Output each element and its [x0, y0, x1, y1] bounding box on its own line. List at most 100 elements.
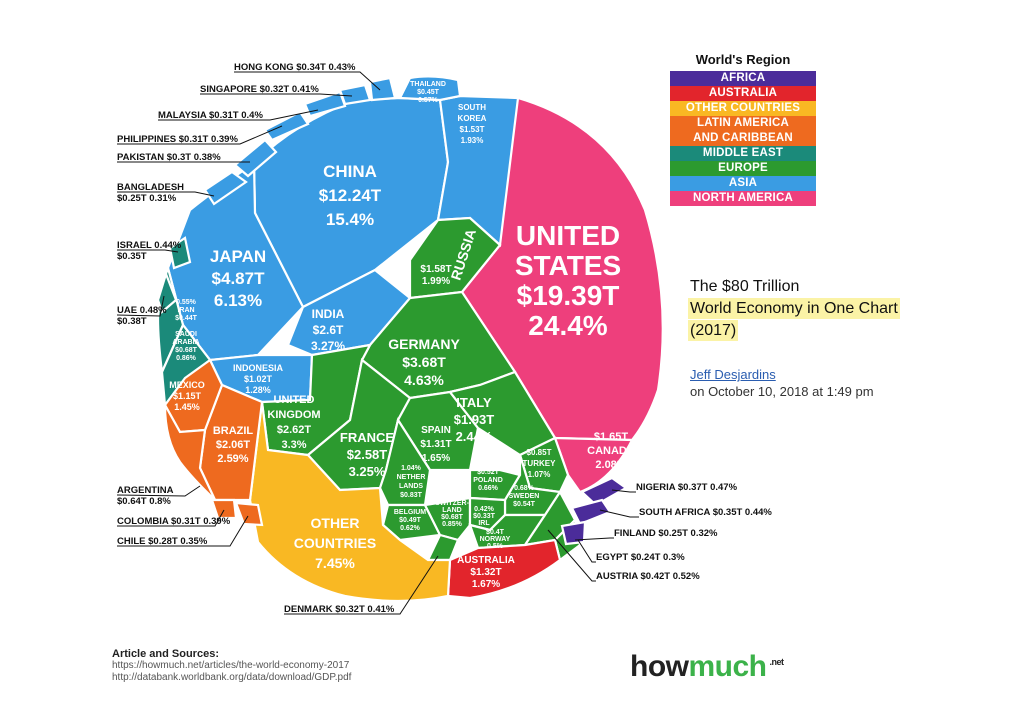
chart-subtitle: World Economy in One Chart [690, 300, 898, 317]
cell-label-uk: UNITED [274, 394, 315, 406]
cell-label-mexico: MEXICO [169, 380, 205, 390]
cell-label-brazil: 2.59% [217, 453, 248, 465]
cell-label-belgium: BELGIUM [394, 509, 426, 516]
leader-line-nigeria [611, 489, 636, 493]
leader-line-southafrica [599, 509, 639, 518]
cell-label-us: STATES [515, 250, 621, 281]
external-label-uae: UAE 0.48% [117, 305, 167, 316]
cell-label-norway: $0.4T [486, 529, 505, 536]
cell-label-china: $12.24T [319, 186, 382, 205]
legend-item-middle-east: MIDDLE EAST [670, 146, 816, 161]
cell-label-germany: GERMANY [388, 336, 460, 352]
cell-pakistan [233, 138, 278, 178]
cell-label-netherlands: LANDS [399, 483, 423, 490]
cell-chile [234, 501, 264, 527]
cell-label-uk: $2.62T [277, 424, 312, 436]
cell-label-spain: SPAIN [421, 425, 451, 436]
cell-label-thailand: 0.57% [418, 97, 439, 104]
cell-label-ireland: IRL [478, 520, 490, 527]
cell-australia [446, 538, 562, 600]
cell-label-australia: AUSTRALIA [457, 555, 515, 566]
cell-singapore [338, 83, 372, 106]
cell-label-mexico: $1.15T [173, 391, 202, 401]
cell-label-norway: NORWAY [480, 536, 511, 543]
cell-label-other: COUNTRIES [294, 535, 376, 551]
logo-much: much [688, 650, 768, 683]
cell-label-netherlands: $0.83T [400, 492, 423, 499]
cell-label-sweden: 0.68% [514, 485, 535, 492]
leader-line-uae [116, 295, 165, 317]
cell-label-canada: CANADA [587, 445, 635, 457]
cell-canada [553, 436, 634, 494]
cell-label-germany: 4.63% [404, 372, 444, 388]
cell-label-indonesia: INDONESIA [233, 363, 284, 373]
cell-label-china: 15.4% [326, 210, 374, 229]
external-label-philippines: PHILIPPINES $0.31T 0.39% [117, 134, 238, 145]
cell-label-china: CHINA [323, 162, 377, 181]
cell-label-saudi: $0.68T [175, 347, 198, 354]
cell-label-switzerland: LAND [442, 507, 461, 514]
external-label-egypt: EGYPT $0.24T 0.3% [596, 552, 685, 563]
leader-line-austria [547, 529, 596, 582]
external-label-finland: FINLAND $0.25T 0.32% [614, 528, 718, 539]
source-link[interactable]: http://databank.worldbank.org/data/downl… [112, 672, 352, 683]
cell-label-belgium: $0.49T [399, 517, 422, 524]
external-label-chile: CHILE $0.28T 0.35% [117, 536, 208, 547]
cell-label-brazil: $2.06T [216, 439, 251, 451]
cell-label-other: 7.45% [315, 555, 355, 571]
cell-switzerland [423, 496, 472, 542]
cell-label-japan: $4.87T [212, 269, 266, 288]
cell-saudi [160, 322, 212, 408]
leader-line-bangladesh [117, 191, 215, 197]
cell-label-russia_val: 1.99% [422, 276, 450, 287]
region-legend: World's Region AFRICA AUSTRALIA OTHER COUN… [670, 52, 816, 206]
howmuch-logo: howmuch .net [630, 650, 784, 684]
leader-line-colombia [117, 509, 225, 527]
cell-label-belgium: 0.62% [400, 525, 421, 532]
external-label-bangladesh: $0.25T 0.31% [117, 193, 177, 204]
cell-label-spain: $1.31T [420, 439, 451, 450]
external-label-hongkong: HONG KONG $0.34T 0.43% [234, 62, 356, 73]
cell-label-australia: 1.67% [472, 579, 500, 590]
cell-label-france: $2.58T [347, 447, 388, 462]
leader-line-israel [117, 249, 179, 253]
leader-line-chile [117, 515, 249, 547]
cell-label-canada: 2.08% [595, 459, 626, 471]
cell-label-uk: KINGDOM [267, 409, 320, 421]
author-link[interactable]: Jeff Desjardins [690, 367, 776, 382]
cell-label-sweden: SWEDEN [509, 493, 540, 500]
cell-label-saudi: 0.86% [176, 355, 197, 362]
cell-label-us: $19.39T [517, 280, 620, 311]
cell-label-skorea: $1.53T [460, 125, 485, 134]
leader-line-singapore [200, 93, 353, 97]
cell-label-us: UNITED [516, 220, 620, 251]
cell-label-indonesia: 1.28% [245, 385, 271, 395]
cell-label-turkey: TURKEY [523, 459, 557, 468]
cell-label-netherlands: 1.04% [401, 465, 422, 472]
cell-label-iran: $0.44T [175, 315, 198, 322]
cell-us [460, 96, 664, 442]
legend-item-asia: ASIA [670, 176, 816, 191]
cell-label-netherlands: NETHER [397, 474, 426, 481]
cell-label-saudi: ARABIA [172, 339, 199, 346]
cell-label-ireland: 0.42% [474, 506, 495, 513]
leader-line-malaysia [158, 109, 319, 121]
source-link[interactable]: https://howmuch.net/articles/the-world-e… [112, 660, 350, 671]
legend-item-africa: AFRICA [670, 71, 816, 86]
cell-label-russia_val: $1.58T [420, 264, 451, 275]
legend-item-north-america: NORTH AMERICA [670, 191, 816, 206]
author-block: Jeff Desjardins on October 10, 2018 at 1… [690, 366, 874, 400]
external-label-singapore: SINGAPORE $0.32T 0.41% [200, 84, 319, 95]
leader-line-philippines [117, 125, 283, 145]
cell-label-uk: 3.3% [281, 439, 306, 451]
cell-label-saudi: SAUDI [175, 331, 197, 338]
cell-label-italy: $1.93T [454, 412, 495, 427]
legend-item-australia: AUSTRALIA [670, 86, 816, 101]
sources-title: Article and Sources: [112, 648, 219, 660]
cell-label-iran: 0.55% [176, 299, 197, 306]
cell-label-brazil: BRAZIL [213, 425, 254, 437]
cell-label-germany: $3.68T [402, 354, 446, 370]
sources-block: Article and Sources: https://howmuch.net… [112, 648, 351, 684]
legend-item-latin-america-and-caribbean: LATIN AMERICA AND CARIBBEAN [670, 116, 816, 146]
